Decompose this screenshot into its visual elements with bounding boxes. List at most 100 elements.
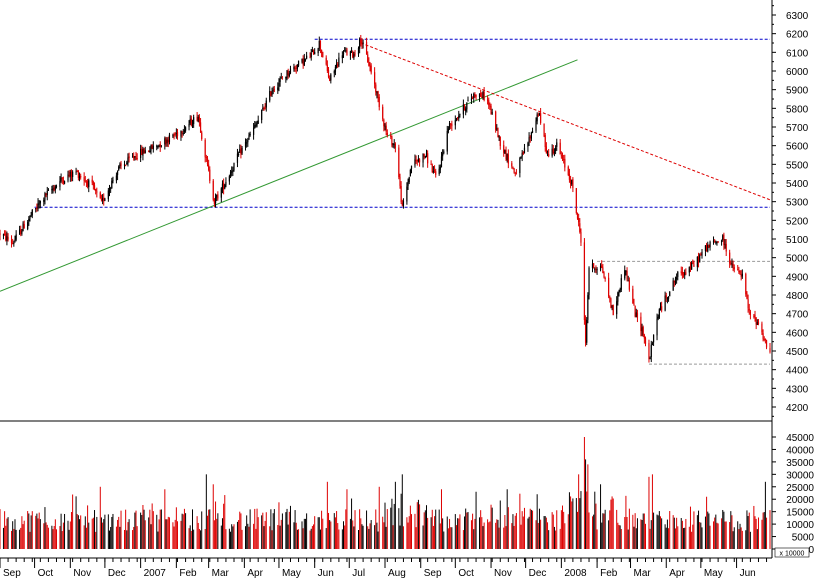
candle-body: [688, 267, 690, 273]
candle-body: [473, 94, 475, 99]
candle-body: [462, 104, 464, 115]
candle-body: [603, 272, 605, 278]
candle-body: [716, 241, 718, 243]
candle-body: [446, 130, 448, 152]
candle-body: [103, 197, 105, 202]
candle-body: [563, 158, 565, 160]
candle-body: [738, 271, 740, 273]
price-tick-label: 4600: [786, 328, 809, 339]
candle-body: [248, 135, 250, 140]
candle-body: [723, 234, 725, 245]
price-tick-label: 5200: [786, 216, 809, 227]
candle-body: [225, 181, 227, 186]
candle-body: [36, 207, 38, 209]
candle-body: [636, 313, 639, 318]
candle-body: [193, 117, 195, 125]
candle-body: [216, 194, 218, 198]
candle-body: [720, 241, 723, 243]
candle-body: [375, 84, 377, 93]
candle-body: [537, 114, 539, 116]
candle-body: [249, 134, 251, 136]
candle-body: [53, 187, 55, 191]
candle-body: [611, 305, 613, 308]
candle-body: [588, 267, 590, 295]
candle-body: [168, 134, 171, 142]
candle-body: [309, 56, 311, 58]
candle-body: [522, 152, 524, 155]
candle-body: [345, 50, 347, 52]
candle-body: [362, 42, 364, 44]
candle-body: [390, 135, 392, 137]
candle-body: [545, 146, 547, 154]
candle-body: [233, 162, 235, 171]
candle-body: [666, 298, 669, 300]
candle-body: [608, 277, 610, 297]
candle-body: [54, 186, 56, 190]
candle-body: [55, 185, 58, 187]
candle-body: [717, 241, 719, 243]
candle-body: [553, 151, 556, 153]
candle-body: [442, 153, 444, 157]
candle-body: [465, 108, 467, 112]
candle-body: [317, 48, 319, 54]
candle-body: [669, 291, 671, 297]
candle-body: [693, 264, 695, 267]
candle-body: [108, 188, 111, 192]
date-axis: Sep Oct Nov Dec 2007 Feb Mar Apr May Jun Jul Aug Sep…: [0, 558, 768, 579]
candle-body: [322, 52, 324, 58]
candle-body: [680, 271, 682, 273]
candle-body: [643, 334, 645, 339]
candle-body: [369, 65, 371, 67]
candle-body: [575, 188, 577, 214]
candle-body: [31, 210, 33, 216]
candle-body: [417, 158, 420, 162]
candle-body: [633, 303, 635, 306]
candle-body: [112, 180, 114, 182]
candle-body: [739, 271, 741, 274]
candle-body: [394, 143, 396, 148]
candle-body: [642, 327, 644, 336]
candle-body: [52, 188, 54, 190]
candle-body: [197, 116, 199, 122]
candle-body: [480, 92, 482, 97]
candle-body: [430, 163, 432, 165]
candle-body: [427, 153, 429, 164]
candle-body: [627, 280, 629, 282]
candle-body: [696, 256, 698, 267]
candle-body: [349, 51, 352, 56]
candle-body: [127, 157, 129, 164]
candle-body: [568, 174, 571, 180]
candle-body: [527, 143, 529, 147]
candle-body: [490, 106, 492, 115]
candle-body: [111, 180, 113, 189]
candle-body: [342, 51, 345, 55]
candle-body: [619, 289, 621, 293]
candle-body: [140, 148, 142, 158]
candle-body: [85, 182, 88, 184]
candle-body: [37, 203, 39, 209]
candle-body: [499, 136, 501, 146]
candle-body: [51, 189, 53, 191]
candle-body: [650, 344, 652, 358]
candle-body: [709, 241, 711, 248]
candle-body: [0, 233, 1, 236]
candle-body: [213, 199, 216, 204]
candle-body: [189, 119, 191, 124]
candle-body: [659, 306, 662, 310]
candle-body: [762, 333, 764, 339]
candle-body: [618, 291, 620, 293]
candle-body: [459, 113, 461, 115]
price-tick-label: 6000: [786, 67, 809, 78]
candle-body: [370, 65, 372, 73]
candle-body: [350, 50, 353, 52]
candle-body: [432, 170, 435, 173]
candle-body: [385, 125, 387, 132]
candle-body: [431, 164, 433, 172]
candle-body: [223, 183, 225, 190]
candle-body: [357, 47, 360, 55]
candle-body: [301, 58, 303, 62]
candle-body: [677, 271, 679, 277]
candle-body: [667, 296, 670, 299]
candle-body: [725, 243, 727, 252]
candle-body: [635, 312, 637, 318]
